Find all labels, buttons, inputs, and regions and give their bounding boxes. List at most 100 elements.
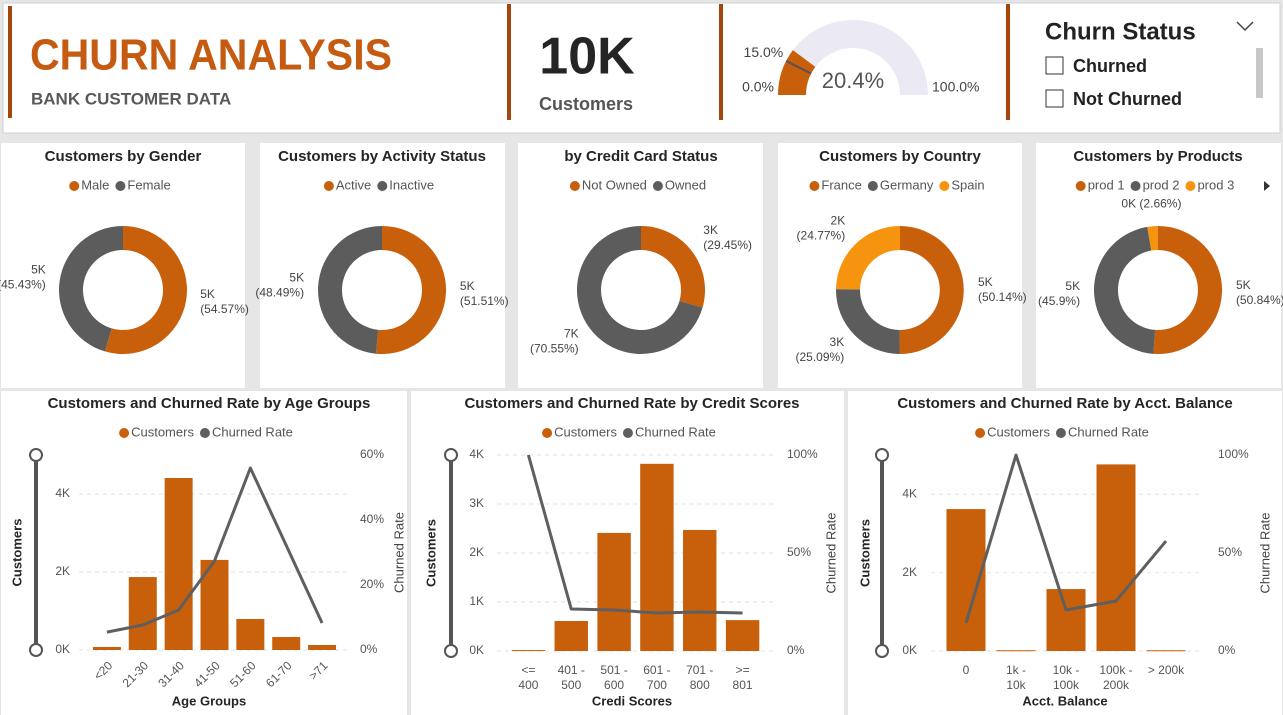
y-axis-title: Customers (9, 519, 24, 587)
donut-slice (899, 226, 964, 355)
y-axis-title: Customers (857, 519, 872, 587)
gauge-target (785, 60, 812, 75)
y2-tick-label: 20% (360, 577, 384, 591)
chart-title: Customers and Churned Rate by Acct. Bala… (897, 395, 1232, 412)
donut-slice (58, 226, 123, 352)
legend-marker (199, 428, 210, 438)
legend-label: Germany (880, 177, 934, 192)
data-label: 0K (2.66%) (1121, 196, 1181, 210)
y-tick-label: 2K (469, 545, 484, 559)
bar (996, 650, 1036, 652)
legend: Not Owned Owned (569, 177, 706, 192)
line (964, 453, 1168, 624)
legend-marker (1055, 428, 1066, 438)
data-label: 5K (460, 279, 475, 293)
dashboard-title: CHURN ANALYSIS (30, 31, 392, 80)
y-tick-label: 1K (469, 594, 484, 608)
legend-label: Churned Rate (1068, 424, 1149, 439)
bar (236, 618, 265, 650)
legend-label: prod 1 (1088, 177, 1125, 192)
chart-title: Customers and Churned Rate by Credit Sco… (464, 395, 799, 412)
y2-tick-label: 0% (360, 642, 378, 656)
data-label: (50.14%) (978, 290, 1027, 304)
legend-marker (119, 428, 130, 438)
data-label: (48.49%) (255, 286, 304, 300)
slicer-chevron[interactable] (1236, 21, 1254, 32)
legend-label: Male (81, 177, 109, 192)
y-tick-label: 3K (469, 496, 484, 510)
data-label: 7K (564, 326, 579, 340)
y2-tick-label: 100% (1218, 447, 1249, 461)
chart-title: Customers by Products (1073, 148, 1242, 165)
zoom-handle (444, 644, 458, 658)
legend-label: Spain (951, 177, 984, 192)
gauge-track (778, 20, 928, 95)
legend-label: Owned (665, 177, 706, 192)
data-label: (51.51%) (460, 294, 509, 308)
legend-label: France (821, 177, 861, 192)
legend-label: prod 3 (1197, 177, 1234, 192)
y2-axis-title: Churned Rate (1257, 513, 1272, 594)
header-panel (2, 2, 1281, 134)
legend-marker (652, 181, 663, 191)
legend-label: Inactive (389, 177, 434, 192)
legend: Customers Churned Rate (119, 424, 293, 439)
y-tick-label: 4K (469, 447, 484, 461)
chart-title: Customers and Churned Rate by Age Groups (48, 395, 371, 412)
zoom-handle (29, 448, 43, 462)
data-label: 2K (831, 213, 846, 227)
data-label: (45.9%) (1038, 294, 1080, 308)
legend-label: Not Owned (582, 177, 647, 192)
legend-marker (1185, 181, 1196, 191)
y2-tick-label: 100% (787, 447, 818, 461)
donut-slice (1153, 225, 1223, 354)
data-label: 5K (1065, 279, 1080, 293)
data-label: 5K (1236, 278, 1251, 292)
y-tick-label: 4K (55, 486, 70, 500)
y2-tick-label: 0% (1218, 643, 1236, 657)
gauge-target-label: 15.0% (744, 44, 784, 60)
donut-slice (576, 226, 703, 354)
legend-label: Female (127, 177, 170, 192)
chart-title: Customers by Country (819, 148, 981, 165)
legend-marker (1130, 181, 1141, 191)
y2-axis-title: Churned Rate (823, 513, 838, 594)
checkbox[interactable] (1045, 89, 1064, 108)
y-tick-label: 0K (902, 643, 917, 657)
bar (1096, 464, 1136, 651)
zoom-handle (875, 644, 889, 658)
data-label: 5K (289, 271, 304, 285)
chart-title: Customers by Gender (45, 148, 202, 165)
data-label: (50.84%) (1236, 293, 1283, 307)
chart-title: by Credit Card Status (564, 148, 717, 165)
legend-scroll-arrow[interactable] (1264, 181, 1270, 191)
slicer-option[interactable]: Churned (1073, 56, 1147, 76)
zoom-handle (444, 448, 458, 462)
y2-tick-label: 0% (787, 643, 805, 657)
checkbox[interactable] (1045, 56, 1064, 75)
data-label: (24.77%) (797, 228, 846, 242)
donut-slice (836, 289, 900, 354)
legend-marker (867, 181, 878, 191)
y-tick-label: 0K (469, 643, 484, 657)
donut-slice (375, 226, 447, 354)
bar (164, 478, 193, 650)
legend-marker (69, 181, 80, 191)
legend-marker (377, 181, 388, 191)
accent-bar (1006, 4, 1010, 120)
y2-tick-label: 60% (360, 447, 384, 461)
panel (1, 391, 407, 715)
kpi-label: Customers (539, 94, 633, 114)
data-label: (45.43%) (0, 277, 46, 291)
legend-label: prod 2 (1143, 177, 1180, 192)
y2-tick-label: 50% (1218, 545, 1242, 559)
slicer-option[interactable]: Not Churned (1073, 89, 1182, 109)
gauge-tick-label: 100.0% (932, 79, 979, 95)
bar (683, 529, 717, 651)
scrollbar[interactable] (1256, 48, 1263, 98)
legend-label: Customers (987, 424, 1050, 439)
y2-tick-label: 50% (787, 545, 811, 559)
gauge-value-label: 20.4% (822, 68, 884, 93)
